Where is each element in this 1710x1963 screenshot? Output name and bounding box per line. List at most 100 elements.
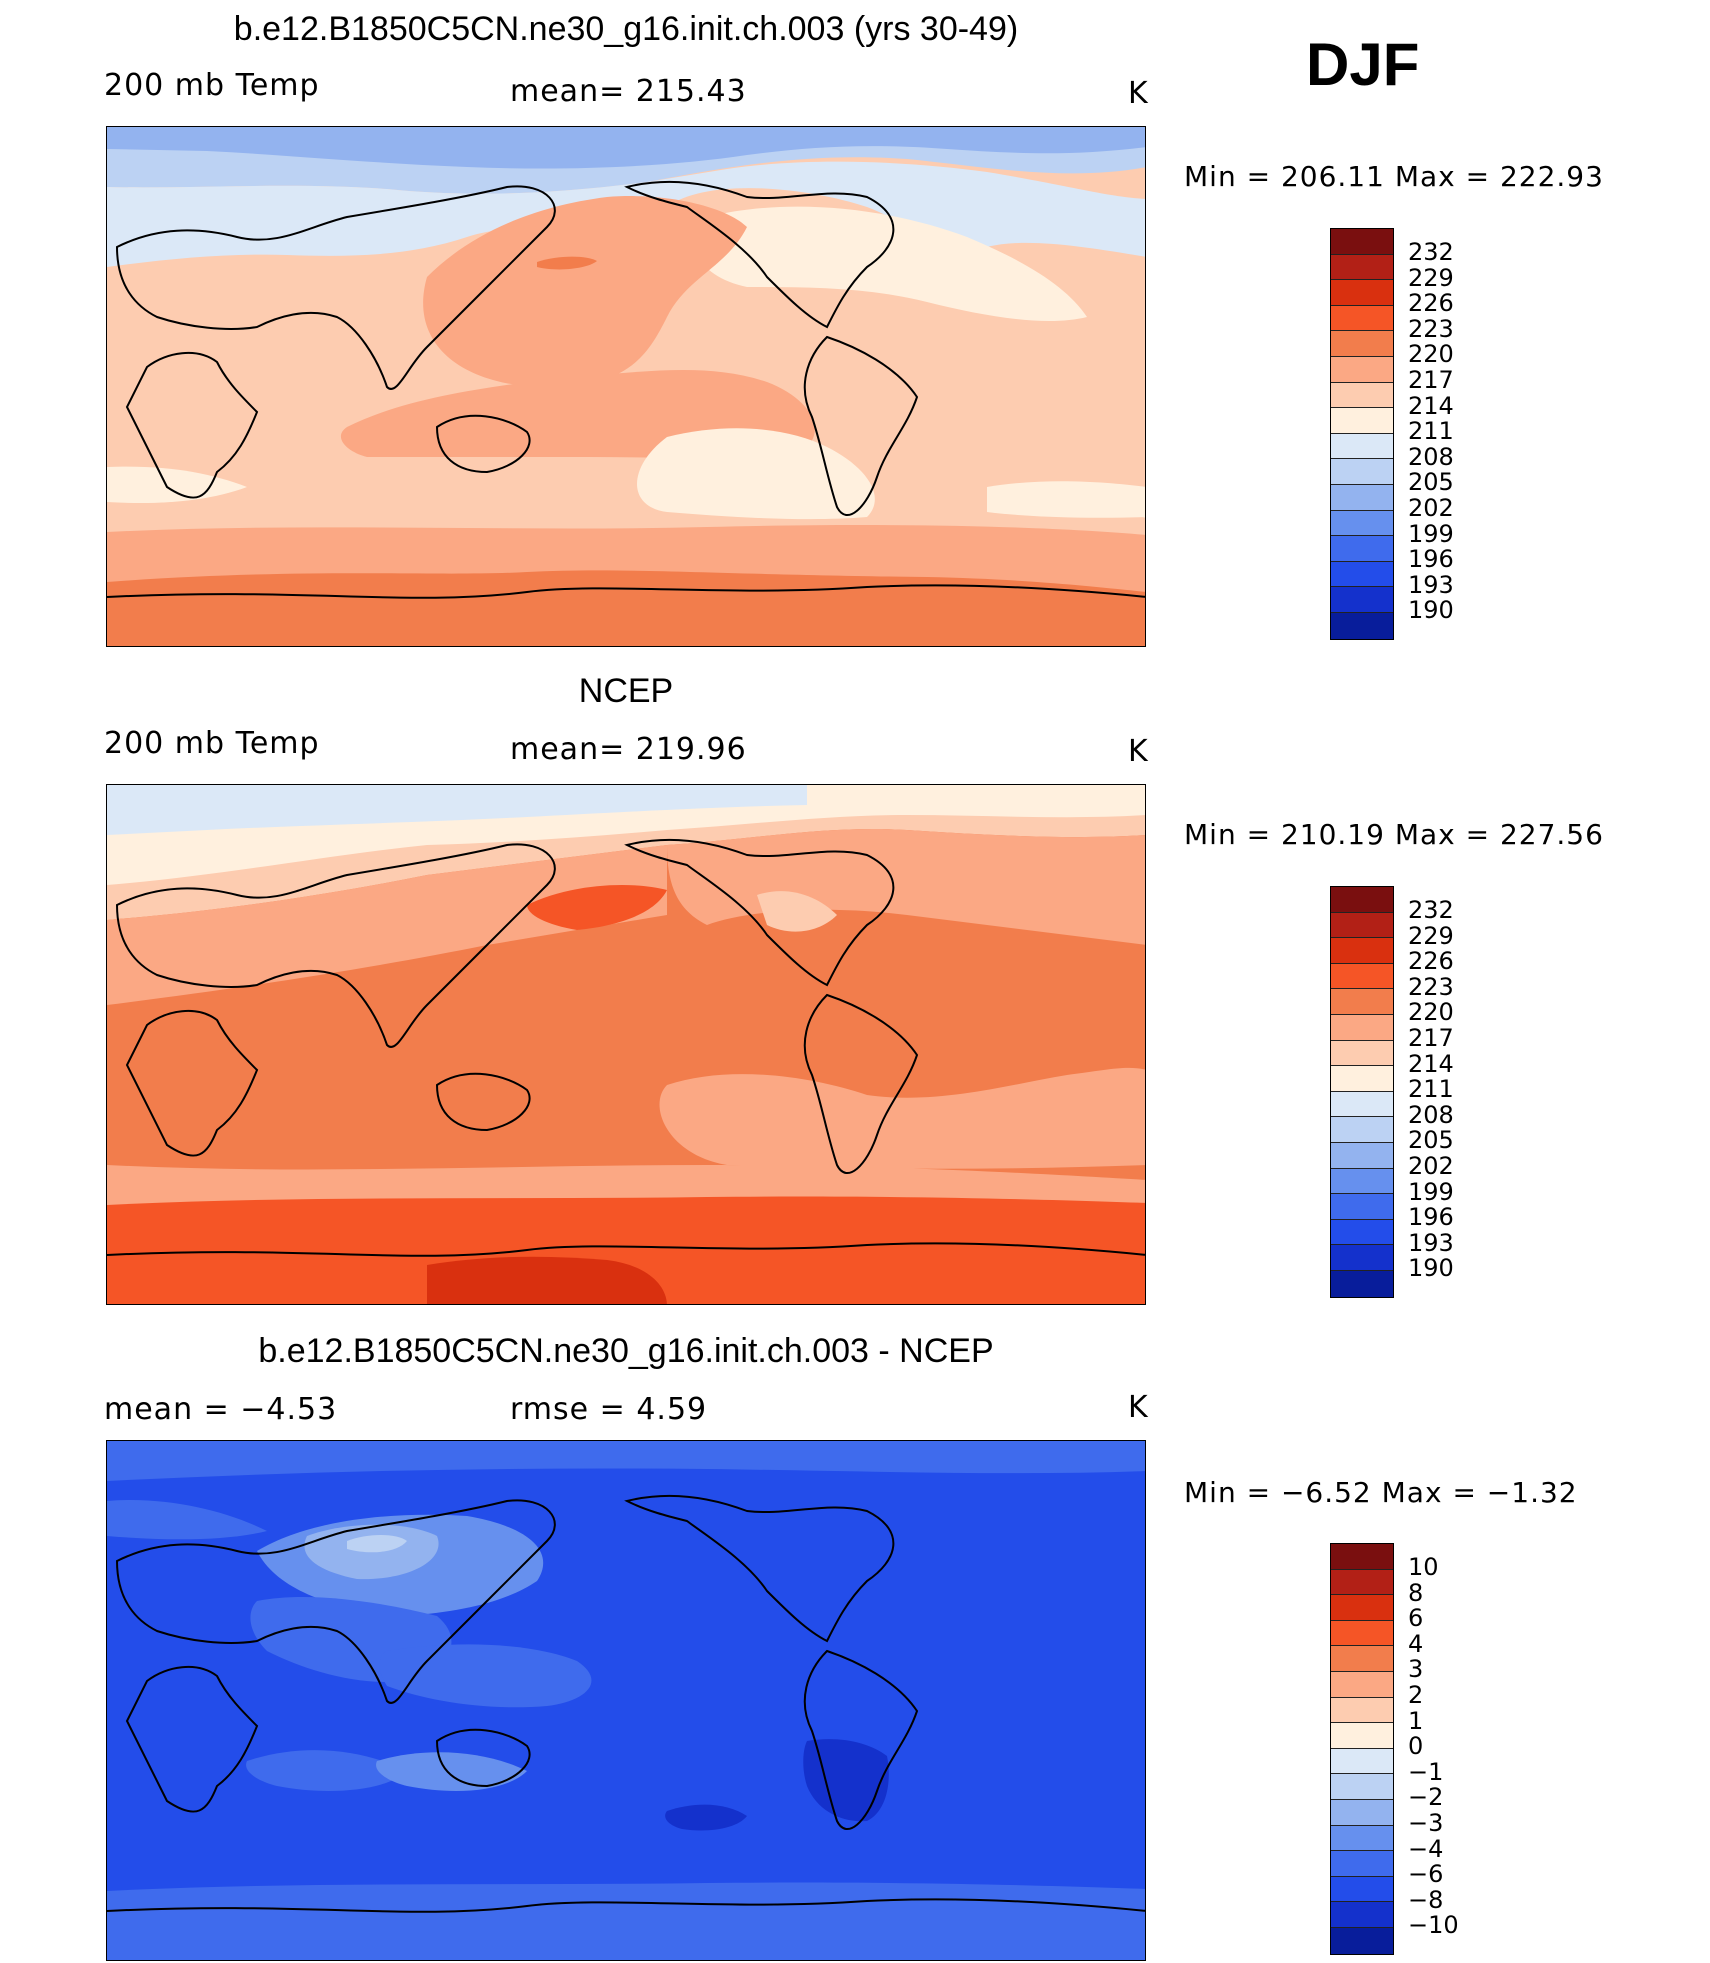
- colorbar-swatch: [1331, 305, 1393, 332]
- colorbar-swatch: [1331, 1799, 1393, 1826]
- colorbar-tick-label: 6: [1408, 1604, 1424, 1633]
- coastlines: [107, 180, 1145, 599]
- colorbar-tick-label: 229: [1408, 921, 1454, 950]
- colorbar-swatch: [1331, 1723, 1393, 1749]
- map-plot: [107, 785, 1145, 1304]
- map-plot: [107, 1441, 1145, 1960]
- colorbar-tick-label: 205: [1408, 468, 1454, 497]
- colorbar-tick-label: −8: [1408, 1885, 1444, 1914]
- colorbar-tick-label: −3: [1408, 1809, 1444, 1837]
- colorbar-swatch: [1331, 1927, 1393, 1954]
- colorbar-tick-label: 226: [1408, 947, 1454, 976]
- colorbar-swatch: [1331, 1544, 1393, 1570]
- colorbar-swatch: [1331, 1117, 1393, 1143]
- colorbar-tick-label: 223: [1408, 972, 1454, 1001]
- colorbar-swatch: [1331, 1902, 1393, 1928]
- colorbar-swatch: [1331, 612, 1393, 639]
- colorbar-tick-label: −6: [1408, 1860, 1444, 1889]
- colorbar-tick-label: 190: [1408, 1254, 1454, 1283]
- colorbar-tick-label: 4: [1408, 1629, 1424, 1658]
- colorbar-tick-label: 217: [1408, 1024, 1454, 1052]
- colorbar-swatch: [1331, 561, 1393, 588]
- colorbar-swatch: [1331, 1671, 1393, 1698]
- colorbar: [1330, 228, 1394, 640]
- colorbar-tick-label: 190: [1408, 596, 1454, 625]
- mean-label: mean = −4.53: [104, 1392, 338, 1427]
- colorbar-swatch: [1331, 1748, 1393, 1775]
- colorbar-swatch: [1331, 1595, 1393, 1621]
- colorbar-swatch: [1331, 1194, 1393, 1220]
- colorbar-swatch: [1331, 887, 1393, 913]
- colorbar-tick-label: 232: [1408, 238, 1454, 266]
- colorbar-swatch: [1331, 408, 1393, 434]
- colorbar-swatch: [1331, 484, 1393, 511]
- units-label: K: [1128, 734, 1149, 769]
- colorbar-tick-label: 3: [1408, 1655, 1424, 1684]
- colorbar-tick-label: 202: [1408, 1152, 1454, 1180]
- colorbar-tick-label: 8: [1408, 1578, 1424, 1607]
- colorbar-tick-label: 217: [1408, 366, 1454, 394]
- coastlines: [107, 838, 1145, 1257]
- colorbar-swatch: [1331, 1620, 1393, 1647]
- colorbar-swatch: [1331, 938, 1393, 964]
- colorbar-swatch: [1331, 912, 1393, 939]
- colorbar: [1330, 1543, 1394, 1955]
- min-max-label: Min = −6.52 Max = −1.32: [1184, 1476, 1578, 1509]
- colorbar-swatch: [1331, 1569, 1393, 1596]
- colorbar-tick-label: 193: [1408, 1228, 1454, 1257]
- colorbar-tick-label: 196: [1408, 1203, 1454, 1232]
- colorbar: [1330, 886, 1394, 1298]
- colorbar-swatch: [1331, 1697, 1393, 1724]
- map-panel-difference: [106, 1440, 1146, 1961]
- colorbar-tick-label: 199: [1408, 1177, 1454, 1206]
- colorbar-swatch: [1331, 1774, 1393, 1800]
- colorbar-tick-label: 232: [1408, 896, 1454, 924]
- colorbar-swatch: [1331, 382, 1393, 409]
- colorbar-swatch: [1331, 1014, 1393, 1041]
- colorbar-swatch: [1331, 331, 1393, 357]
- colorbar-tick-label: 223: [1408, 314, 1454, 343]
- panel-title: b.e12.B1850C5CN.ne30_g16.init.ch.003 - N…: [258, 1332, 994, 1370]
- mean-label: mean= 215.43: [510, 74, 747, 109]
- colorbar-tick-label: 193: [1408, 570, 1454, 599]
- colorbar-swatch: [1331, 1270, 1393, 1297]
- colorbar-tick-label: 211: [1408, 417, 1454, 446]
- colorbar-swatch: [1331, 1219, 1393, 1246]
- season-label: DJF: [1306, 31, 1420, 98]
- colorbar-tick-label: 214: [1408, 391, 1454, 420]
- colorbar-swatch: [1331, 1646, 1393, 1672]
- colorbar-tick-label: 208: [1408, 1100, 1454, 1129]
- min-max-label: Min = 210.19 Max = 227.56: [1184, 818, 1604, 851]
- colorbar-tick-label: 220: [1408, 998, 1454, 1027]
- min-max-label: Min = 206.11 Max = 222.93: [1184, 160, 1604, 193]
- colorbar-swatch: [1331, 1066, 1393, 1092]
- colorbar-tick-label: 214: [1408, 1049, 1454, 1078]
- colorbar-tick-label: 226: [1408, 289, 1454, 318]
- colorbar-swatch: [1331, 1825, 1393, 1852]
- map-panel-ncep: [106, 784, 1146, 1305]
- colorbar-swatch: [1331, 280, 1393, 306]
- colorbar-tick-label: 2: [1408, 1681, 1424, 1709]
- coastlines: [107, 1494, 1145, 1913]
- units-label: K: [1128, 76, 1149, 111]
- colorbar-swatch: [1331, 1168, 1393, 1195]
- map-plot: [107, 127, 1145, 646]
- panel-title: NCEP: [578, 672, 674, 710]
- colorbar-tick-label: 202: [1408, 494, 1454, 522]
- colorbar-tick-label: −1: [1408, 1757, 1444, 1786]
- colorbar-swatch: [1331, 1142, 1393, 1169]
- colorbar-tick-label: 208: [1408, 442, 1454, 471]
- colorbar-swatch: [1331, 254, 1393, 281]
- colorbar-swatch: [1331, 356, 1393, 383]
- colorbar-tick-label: 205: [1408, 1126, 1454, 1155]
- colorbar-swatch: [1331, 989, 1393, 1015]
- colorbar-swatch: [1331, 1091, 1393, 1118]
- colorbar-swatch: [1331, 587, 1393, 613]
- colorbar-tick-label: 0: [1408, 1732, 1424, 1761]
- colorbar-tick-label: 10: [1408, 1553, 1439, 1581]
- colorbar-swatch: [1331, 963, 1393, 990]
- colorbar-swatch: [1331, 510, 1393, 537]
- map-panel-model: [106, 126, 1146, 647]
- colorbar-swatch: [1331, 1876, 1393, 1903]
- colorbar-tick-label: 220: [1408, 340, 1454, 369]
